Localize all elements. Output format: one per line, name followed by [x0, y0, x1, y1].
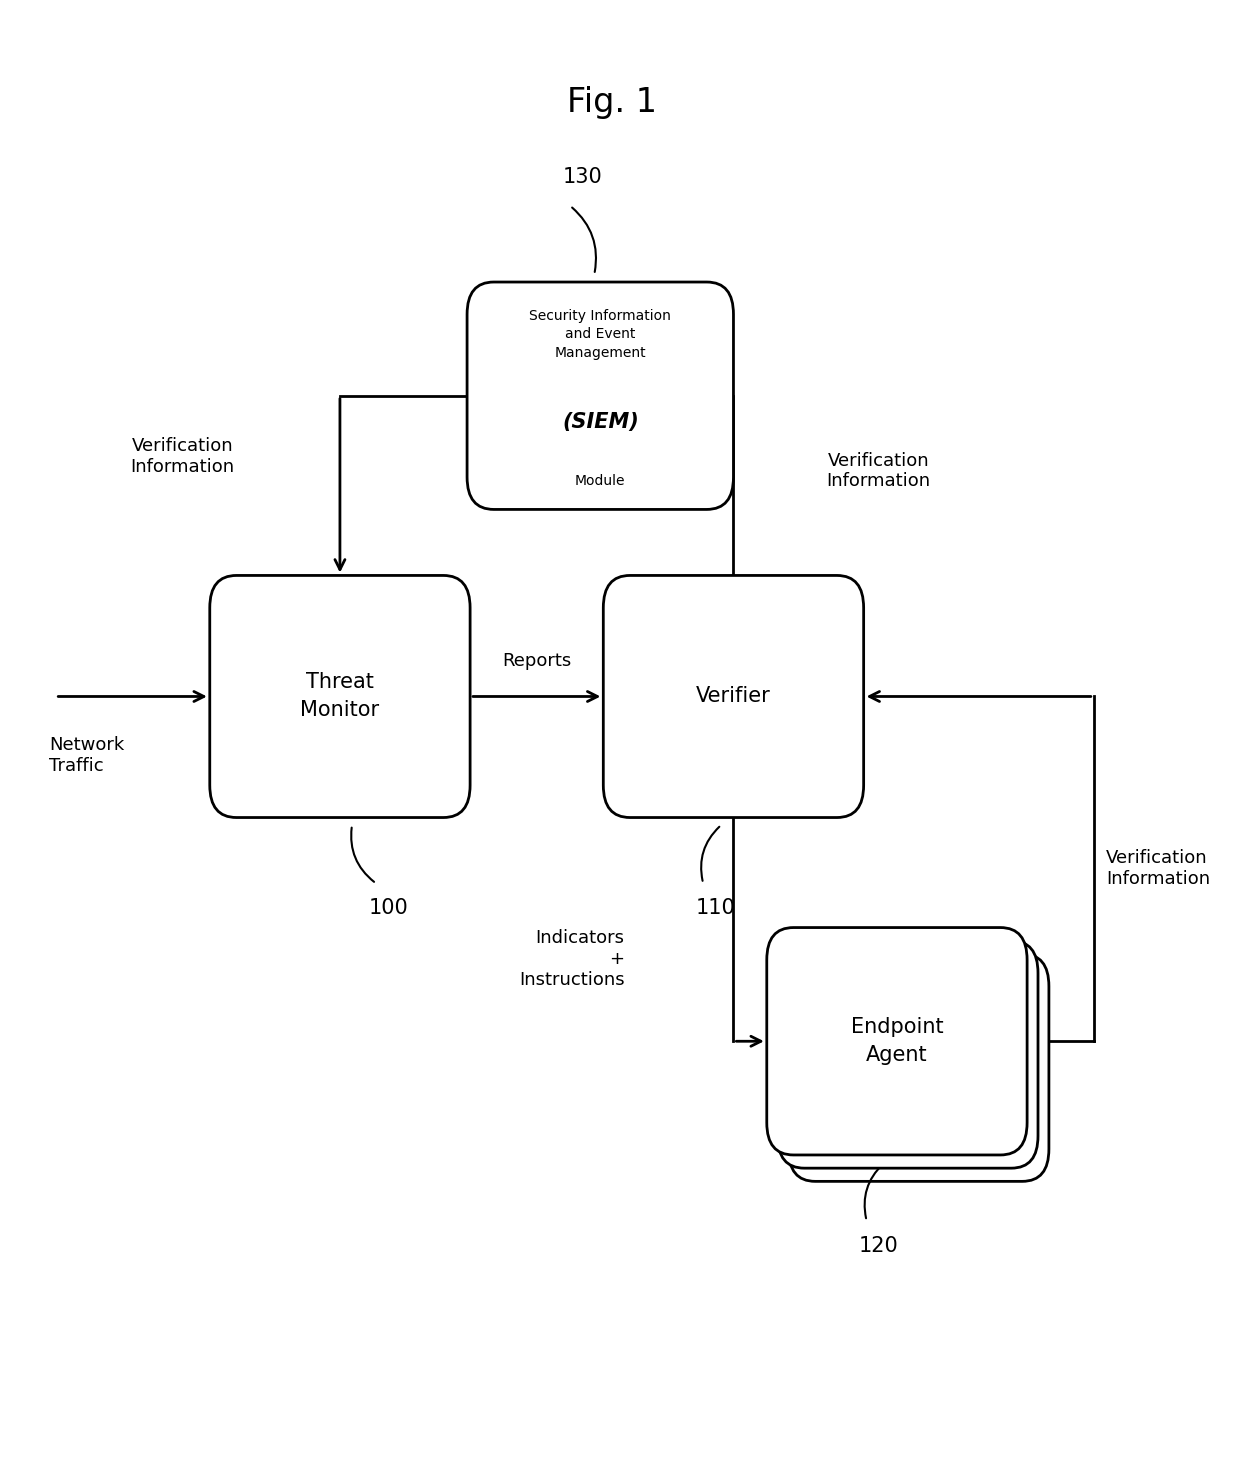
Text: (SIEM): (SIEM) — [562, 412, 639, 432]
FancyBboxPatch shape — [210, 576, 470, 818]
Text: Indicators
+
Instructions: Indicators + Instructions — [518, 929, 625, 988]
Text: 110: 110 — [696, 897, 735, 918]
Text: Endpoint
Agent: Endpoint Agent — [851, 1017, 944, 1065]
Text: Threat
Monitor: Threat Monitor — [300, 672, 379, 720]
Text: Verification
Information: Verification Information — [827, 452, 931, 490]
Text: Verification
Information: Verification Information — [1106, 850, 1210, 889]
Text: Module: Module — [575, 474, 625, 487]
Text: Security Information
and Event
Management: Security Information and Event Managemen… — [529, 308, 671, 360]
Text: 120: 120 — [859, 1235, 899, 1256]
Text: Reports: Reports — [502, 652, 572, 669]
FancyBboxPatch shape — [766, 927, 1027, 1155]
Text: Fig. 1: Fig. 1 — [568, 86, 657, 118]
FancyBboxPatch shape — [789, 954, 1049, 1182]
FancyBboxPatch shape — [467, 281, 734, 509]
FancyBboxPatch shape — [604, 576, 863, 818]
Text: Network
Traffic: Network Traffic — [50, 736, 124, 775]
Text: Verification
Information: Verification Information — [130, 437, 234, 475]
Text: Verifier: Verifier — [696, 687, 771, 706]
Text: 100: 100 — [368, 897, 408, 918]
Text: 130: 130 — [562, 167, 601, 187]
FancyBboxPatch shape — [777, 940, 1038, 1169]
